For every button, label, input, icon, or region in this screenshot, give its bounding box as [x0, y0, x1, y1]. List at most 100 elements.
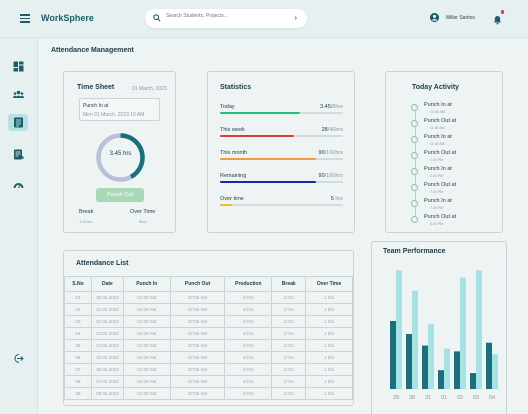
sidebar-item-logout[interactable] — [8, 350, 28, 367]
stat-progress-fill — [220, 158, 316, 160]
sidebar-item-users[interactable] — [8, 86, 28, 103]
table-cell: 20.02.2023 — [90, 291, 124, 304]
table-cell: 08 — [64, 375, 92, 388]
stat-value: 5 hrs — [331, 196, 343, 202]
x-tick-label: 03 — [473, 395, 479, 401]
search-input[interactable] — [166, 13, 281, 19]
table-cell: 07:00 AM — [169, 387, 226, 400]
stat-progress-track — [220, 158, 343, 160]
stat-label: This month — [220, 150, 248, 156]
activity-item: Punch In at 10.00 AM — [411, 102, 499, 118]
break-value: 1.21hrs — [79, 219, 93, 224]
table-cell: 1 hrs — [271, 315, 307, 328]
sidebar-item-performance[interactable] — [8, 177, 28, 194]
table-row[interactable]: 05 24.02.2023 01:00 AM 07:00 AM 8 hrs 1 hrs 1 … — [64, 339, 353, 352]
table-cell: 07:00 AM — [169, 339, 226, 352]
bar-02-series-2 — [460, 277, 466, 389]
table-cell: 1 hrs — [271, 363, 307, 376]
bar-30-series-1 — [406, 334, 412, 389]
table-cell: 26.02.2023 — [90, 363, 124, 376]
table-cell: 01:00 AM — [122, 327, 171, 340]
timeline-dot — [411, 120, 418, 127]
table-cell: 07:00 AM — [169, 363, 226, 376]
table-header-cell: Over Time — [305, 276, 353, 292]
search-icon — [153, 14, 161, 22]
activity-label: Punch In at — [424, 166, 452, 172]
bar-30-series-2 — [412, 290, 418, 389]
bar-04-series-2 — [492, 354, 498, 389]
sidebar-item-reports[interactable] — [8, 146, 28, 163]
punch-in-box: Punch In at Mon 01 March, 2023 10 AM — [79, 98, 160, 121]
timeline-line — [415, 105, 416, 220]
notification-bell-icon[interactable] — [493, 10, 504, 25]
punch-out-button[interactable]: Punch Out — [96, 188, 144, 202]
break-label: Break — [79, 209, 94, 215]
bar-29-series-2 — [396, 270, 402, 389]
table-cell: 1 hrs — [305, 375, 353, 388]
table-cell: 07:00 AM — [169, 327, 226, 340]
today-activity-title: Today Activity — [412, 84, 460, 91]
activity-time: 11.15 AM — [430, 142, 445, 146]
table-cell: 28.02.2023 — [90, 387, 124, 400]
bar-31-series-1 — [422, 345, 428, 389]
table-row[interactable]: 01 20.02.2023 01:00 AM 07:00 AM 8 hrs 1 hrs 1 … — [64, 291, 353, 304]
user-name: Miller Santos — [446, 15, 475, 21]
table-row[interactable]: 08 27.02.2023 01:00 AM 07:00 AM 8 hrs 1 hrs 1 … — [64, 375, 353, 388]
bar-03-series-2 — [476, 270, 482, 389]
attendance-list-icon — [13, 117, 23, 128]
users-icon — [12, 90, 24, 98]
team-performance-card: Team Performance 29 30 31 01 02 03 04 — [371, 241, 507, 414]
statistics-title: Statistics — [220, 84, 252, 91]
table-cell: 8 hrs — [224, 363, 273, 376]
table-row[interactable]: 02 21.02.2023 01:00 AM 07:00 AM 8 hrs 1 hrs 1 … — [64, 303, 353, 316]
table-cell: 1 hrs — [305, 363, 353, 376]
sidebar-item-attendance[interactable] — [8, 114, 28, 131]
search-submit-chevron-icon[interactable]: › — [294, 13, 297, 22]
hours-value: 3.45 hrs — [109, 151, 132, 157]
table-cell: 8 hrs — [224, 315, 273, 328]
table-cell: 01:00 AM — [122, 315, 171, 328]
table-row[interactable]: 03 22.02.2023 01:00 AM 07:00 AM 8 hrs 1 hrs 1 … — [64, 315, 353, 328]
user-avatar-icon — [430, 13, 439, 22]
table-row[interactable]: 07 26.02.2023 01:00 AM 07:00 AM 8 hrs 1 hrs 1 … — [64, 363, 353, 376]
table-cell: 06 — [64, 351, 92, 364]
table-cell: 01:00 AM — [122, 387, 171, 400]
x-tick-label: 01 — [441, 395, 447, 401]
sidebar — [0, 38, 38, 414]
x-tick-label: 31 — [425, 395, 431, 401]
table-cell: 8 hrs — [224, 351, 273, 364]
table-cell: 01:00 AM — [122, 363, 171, 376]
table-cell: 24.02.2023 — [90, 339, 124, 352]
punch-in-label: Punch In at — [83, 103, 109, 109]
stat-label: Remaining — [220, 173, 247, 179]
table-row[interactable]: 04 23.02.2023 01:00 AM 07:00 AM 8 hrs 1 hrs 1 … — [64, 327, 353, 340]
search-bar[interactable]: › — [145, 9, 307, 28]
activity-item: Punch Out at 11.00 AM — [411, 118, 499, 134]
hamburger-menu-icon[interactable] — [20, 14, 30, 23]
attendance-list-title: Attendance List — [76, 260, 129, 267]
dashboard-icon — [13, 61, 23, 72]
bar-03-series-1 — [470, 373, 476, 389]
activity-item: Punch Out at 7.30 PM — [411, 182, 499, 198]
table-row[interactable]: 09 28.02.2023 01:00 AM 07:00 AM 8 hrs 1 hrs 1 … — [64, 387, 353, 400]
performance-gauge-icon — [13, 183, 23, 189]
activity-time: 11.00 AM — [430, 126, 445, 130]
stat-value-total: hrs — [333, 196, 343, 202]
team-performance-chart: 29 30 31 01 02 03 04 — [390, 270, 498, 401]
table-cell: 01:00 AM — [122, 303, 171, 316]
table-cell: 1 hrs — [271, 375, 307, 388]
notification-dot — [500, 10, 504, 14]
stat-progress-track — [220, 204, 343, 206]
app-logo: WorkSphere — [41, 13, 94, 23]
activity-label: Punch Out at — [424, 118, 457, 124]
sidebar-item-dashboard[interactable] — [8, 58, 28, 75]
stat-value: 90/160hrs — [319, 150, 343, 156]
table-row[interactable]: 06 25.02.2023 01:00 AM 07:00 AM 8 hrs 1 hrs 1 … — [64, 351, 353, 364]
table-cell: 8 hrs — [224, 303, 273, 316]
activity-item: Punch In at 7.45 PM — [411, 198, 499, 214]
activity-time: 7.45 PM — [430, 206, 444, 210]
table-header-cell: Date — [90, 276, 124, 292]
stat-row: Over time 5 hrs — [220, 196, 343, 210]
stat-value-current: 5 — [330, 196, 334, 202]
table-cell: 01 — [64, 291, 92, 304]
